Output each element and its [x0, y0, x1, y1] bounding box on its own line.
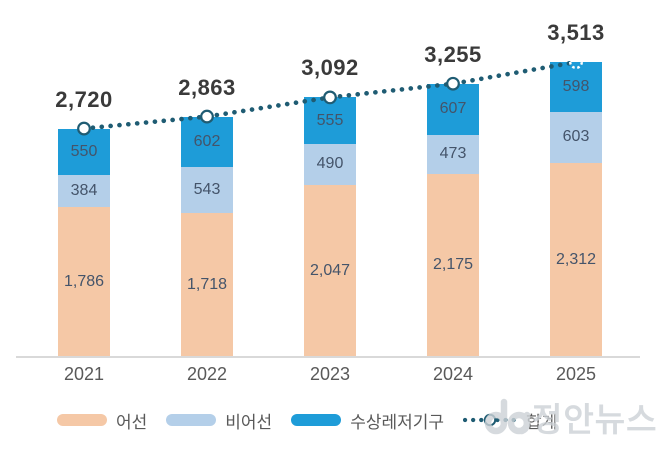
- segment-value-label: 2,047: [309, 261, 351, 279]
- x-axis-tick-label: 2023: [309, 364, 351, 384]
- segment-value-label: 384: [70, 181, 98, 199]
- legend-label: 합계: [526, 412, 558, 432]
- segment-value-label: 473: [439, 145, 467, 163]
- total-value-label: 3,513: [547, 20, 605, 46]
- segment-value-label: 543: [193, 180, 221, 198]
- segment-value-label: 603: [562, 128, 590, 146]
- bar-segment-비어선-2025: 603: [550, 112, 602, 163]
- bar-segment-어선-2024: 2,175: [427, 174, 479, 357]
- bar-segment-어선-2022: 1,718: [181, 212, 233, 357]
- bar-segment-수상레저기구-2024: 607: [427, 83, 479, 135]
- segment-value-label: 2,175: [432, 256, 474, 274]
- x-axis-tick-label: 2022: [186, 364, 228, 384]
- segment-value-label: 1,718: [186, 275, 228, 293]
- total-value-label: 3,092: [301, 55, 359, 81]
- legend-item-합계: 합계: [463, 408, 557, 433]
- chart-legend: 어선 비어선 수상레저기구 합계: [57, 407, 557, 433]
- bar-segment-비어선-2022: 543: [181, 167, 233, 213]
- legend-item-수상레저기구: 수상레저기구: [291, 408, 444, 433]
- legend-item-비어선: 비어선: [166, 408, 272, 433]
- legend-swatch: [166, 414, 217, 426]
- bar-segment-어선-2025: 2,312: [550, 162, 602, 357]
- bar-segment-비어선-2024: 473: [427, 134, 479, 175]
- segment-value-label: 555: [316, 111, 344, 129]
- segment-value-label: 490: [316, 155, 344, 173]
- bar-segment-수상레저기구-2023: 555: [304, 97, 356, 144]
- bar-segment-비어선-2023: 490: [304, 143, 356, 185]
- bar-segment-어선-2021: 1,786: [58, 206, 110, 357]
- total-value-label: 3,255: [424, 41, 482, 67]
- legend-label: 수상레저기구: [350, 412, 445, 432]
- segment-value-label: 1,786: [63, 272, 105, 290]
- bar-segment-어선-2023: 2,047: [304, 184, 356, 357]
- legend-swatch: [291, 414, 342, 426]
- x-axis-tick-label: 2024: [432, 364, 474, 384]
- total-value-label: 2,720: [55, 86, 113, 112]
- bar-segment-비어선-2021: 384: [58, 174, 110, 207]
- x-axis-line: [16, 356, 640, 358]
- legend-total-line-icon: [463, 413, 518, 427]
- x-axis-tick-label: 2025: [555, 364, 597, 384]
- bar-segment-수상레저기구-2022: 602: [181, 116, 233, 168]
- legend-label: 비어선: [225, 412, 273, 432]
- segment-value-label: 602: [193, 132, 221, 150]
- segment-value-label: 2,312: [555, 250, 597, 268]
- legend-label: 어선: [116, 412, 148, 432]
- segment-value-label: 598: [562, 78, 590, 96]
- segment-value-label: 550: [70, 142, 98, 160]
- x-axis-tick-label: 2021: [63, 364, 105, 384]
- bar-segment-수상레저기구-2021: 550: [58, 128, 110, 175]
- legend-item-어선: 어선: [57, 408, 147, 433]
- bar-segment-수상레저기구-2025: 598: [550, 62, 602, 113]
- segment-value-label: 607: [439, 100, 467, 118]
- legend-swatch: [57, 414, 107, 426]
- total-value-label: 2,863: [178, 74, 236, 100]
